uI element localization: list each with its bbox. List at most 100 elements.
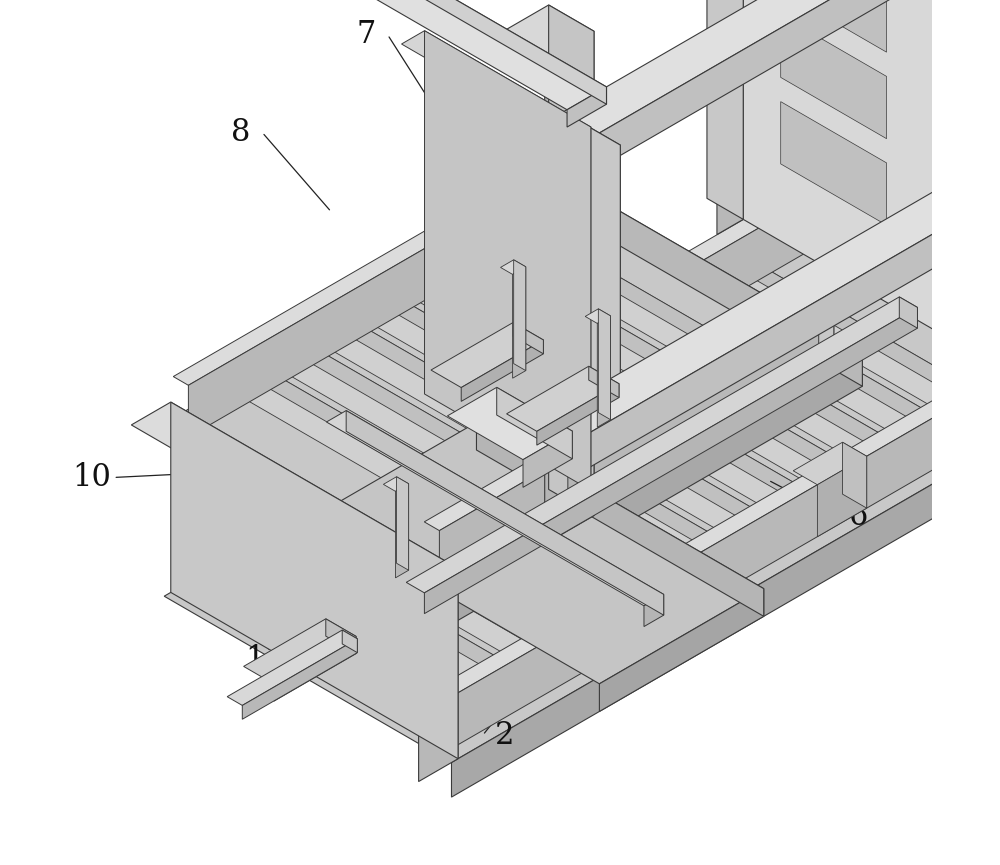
Polygon shape [447,388,572,459]
Polygon shape [606,296,884,457]
Polygon shape [513,266,526,378]
Polygon shape [581,145,620,438]
Polygon shape [581,209,975,472]
Polygon shape [451,373,1000,798]
Polygon shape [513,323,543,354]
Polygon shape [355,0,606,110]
Polygon shape [642,296,884,453]
Polygon shape [727,247,969,404]
Polygon shape [793,442,867,484]
Polygon shape [781,0,887,52]
Polygon shape [497,207,739,364]
Polygon shape [598,309,610,420]
Polygon shape [463,658,499,696]
Polygon shape [419,568,458,782]
Polygon shape [476,422,764,617]
Polygon shape [707,0,743,220]
Polygon shape [634,560,670,598]
Polygon shape [461,340,543,401]
Polygon shape [451,352,862,625]
Polygon shape [173,148,583,385]
Polygon shape [131,402,458,592]
Text: 2: 2 [495,720,514,751]
Polygon shape [376,256,654,417]
Text: 6: 6 [849,501,869,532]
Polygon shape [257,518,499,676]
Polygon shape [290,305,568,466]
Polygon shape [677,535,713,573]
Polygon shape [507,366,619,432]
Polygon shape [568,148,583,208]
Polygon shape [781,15,887,138]
Polygon shape [720,510,756,548]
Polygon shape [386,444,628,601]
Polygon shape [205,355,483,516]
Polygon shape [899,297,917,328]
Polygon shape [349,444,628,606]
Polygon shape [649,271,927,432]
Polygon shape [959,0,985,375]
Polygon shape [164,185,862,590]
Polygon shape [425,30,591,490]
Polygon shape [274,637,356,702]
Polygon shape [728,0,985,360]
Polygon shape [581,0,975,178]
Polygon shape [369,280,611,438]
Polygon shape [342,630,357,653]
Polygon shape [545,0,975,144]
Polygon shape [762,485,798,523]
Polygon shape [300,494,542,651]
Polygon shape [489,471,526,509]
Polygon shape [244,618,356,684]
Polygon shape [461,207,739,368]
Polygon shape [618,396,654,434]
Polygon shape [471,394,713,552]
Text: 10: 10 [72,462,111,493]
Polygon shape [563,320,841,482]
Polygon shape [333,280,611,442]
Text: 1: 1 [424,728,443,759]
Polygon shape [395,0,606,104]
Polygon shape [523,431,572,487]
Polygon shape [312,422,764,684]
Text: 11: 11 [245,644,284,675]
Polygon shape [395,484,409,578]
Text: 8: 8 [231,117,250,148]
Polygon shape [424,307,917,613]
Polygon shape [164,206,1000,763]
Polygon shape [343,469,585,626]
Polygon shape [532,445,568,484]
Polygon shape [221,518,499,679]
Polygon shape [514,260,526,370]
Polygon shape [805,460,841,499]
Polygon shape [506,634,542,672]
Polygon shape [424,293,834,530]
Polygon shape [685,271,927,428]
Polygon shape [819,293,834,354]
Polygon shape [691,247,969,407]
Polygon shape [171,402,458,759]
Polygon shape [392,420,670,580]
Polygon shape [198,182,839,605]
Polygon shape [383,477,409,491]
Polygon shape [326,618,356,654]
Polygon shape [284,330,526,488]
Polygon shape [537,384,619,445]
Polygon shape [549,5,594,516]
Polygon shape [402,30,591,140]
Polygon shape [248,330,526,491]
Polygon shape [848,436,884,474]
Polygon shape [227,630,357,706]
Polygon shape [557,345,798,503]
Polygon shape [241,355,483,512]
Polygon shape [644,594,664,626]
Polygon shape [545,31,594,544]
Polygon shape [599,589,764,712]
Polygon shape [933,387,969,425]
Polygon shape [568,127,591,503]
Polygon shape [838,206,1000,407]
Polygon shape [455,231,697,388]
Polygon shape [346,411,664,615]
Polygon shape [431,323,543,388]
Polygon shape [824,173,839,234]
